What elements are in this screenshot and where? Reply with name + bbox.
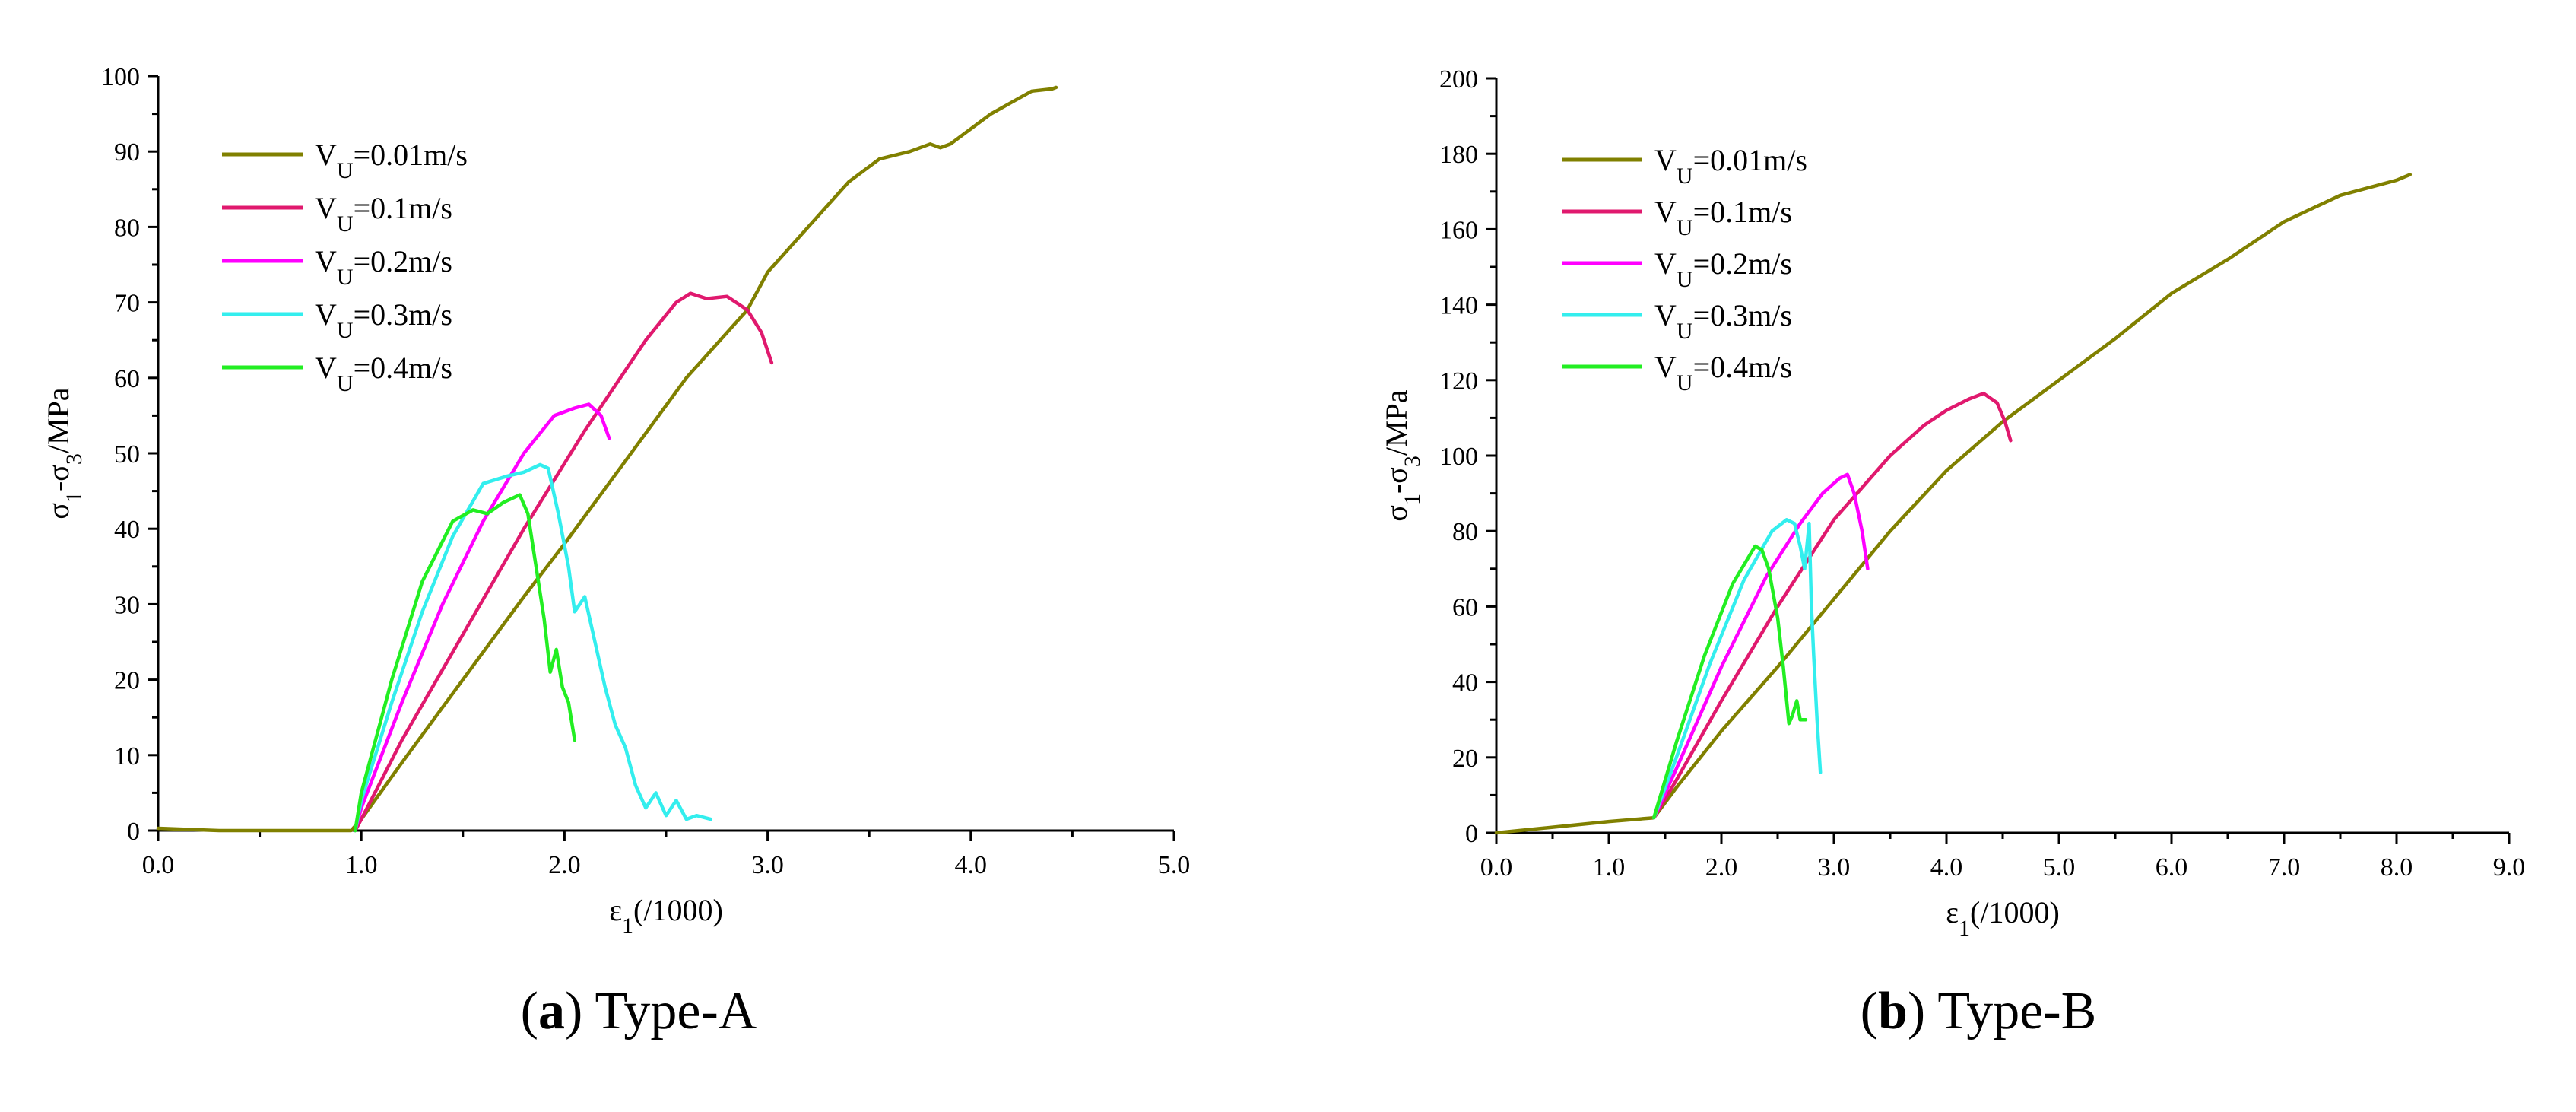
caption-type-b: (b) Type-B [1860, 982, 2097, 1041]
y-tick-label: 100 [101, 63, 140, 91]
x-tick-label: 4.0 [1930, 853, 1963, 882]
x-tick-label: 5.0 [1158, 851, 1191, 879]
y-tick-label: 60 [114, 365, 140, 393]
y-tick-label: 90 [114, 138, 140, 167]
y-axis-label: σ1-σ3/MPa [41, 387, 87, 519]
y-tick-label: 40 [1452, 669, 1478, 697]
legend-entry: VU=0.1m/s [315, 191, 452, 237]
legend-entry: VU=0.01m/s [315, 138, 468, 183]
y-tick-label: 40 [114, 516, 140, 544]
y-tick-label: 70 [114, 290, 140, 318]
y-tick-label: 120 [1439, 367, 1478, 396]
x-tick-label: 8.0 [2381, 853, 2413, 882]
x-tick-label: 1.0 [345, 851, 378, 879]
x-tick-label: 1.0 [1593, 853, 1626, 882]
y-tick-label: 60 [1452, 593, 1478, 621]
y-tick-label: 20 [114, 667, 140, 695]
y-tick-label: 100 [1439, 443, 1478, 471]
legend-entry: VU=0.4m/s [315, 351, 452, 396]
series-line-2 [353, 291, 774, 833]
legend-entry: VU=0.2m/s [1654, 246, 1792, 292]
y-tick-label: 200 [1439, 65, 1478, 94]
series-line-4 [1651, 518, 1823, 820]
y-tick-label: 80 [114, 214, 140, 242]
x-tick-label: 6.0 [2156, 853, 2188, 882]
x-tick-label: 2.0 [1705, 853, 1738, 882]
caption-label-b: b [1877, 982, 1908, 1041]
panel-type-b: 0.0 1.0 2.0 3.0 4.0 5.0 6.0 7.0 8.0 9.0 0 20 40 60 80 1… [1379, 65, 2525, 941]
y-tick-label: 0 [127, 818, 140, 846]
y-tick-label: 0 [1465, 820, 1478, 848]
series-line-4 [353, 462, 713, 833]
legend-entry: VU=0.01m/s [1654, 143, 1807, 189]
y-tick-label: 140 [1439, 292, 1478, 320]
y-tick-label: 80 [1452, 518, 1478, 546]
x-tick-label: 5.0 [2043, 853, 2076, 882]
legend-entry: VU=0.3m/s [1654, 298, 1792, 344]
x-tick-label: 2.0 [548, 851, 581, 879]
y-tick-label: 180 [1439, 141, 1478, 169]
y-axis-label: σ1-σ3/MPa [1379, 389, 1425, 521]
series-line-2 [1651, 391, 2013, 820]
series-line-5 [353, 493, 577, 833]
y-tick-label: 10 [114, 742, 140, 770]
y-tick-label: 160 [1439, 216, 1478, 244]
x-axis-label: ε1(/1000) [609, 893, 723, 939]
caption-title-b: Type-B [1937, 982, 2097, 1041]
legend-entry: VU=0.1m/s [1654, 195, 1792, 240]
caption-type-a: (a) Type-A [520, 982, 757, 1041]
caption-title-a: Type-A [595, 982, 757, 1041]
legend: VU=0.01m/s VU=0.1m/s VU=0.2m/s VU=0.3m/s VU=… [222, 138, 468, 396]
series-line-3 [353, 402, 611, 833]
legend: VU=0.01m/s VU=0.1m/s VU=0.2m/s VU=0.3m/s VU=… [1562, 143, 1807, 396]
series-line-1 [1494, 173, 2413, 835]
x-tick-label: 4.0 [955, 851, 988, 879]
x-tick-label: 3.0 [751, 851, 784, 879]
y-tick-label: 50 [114, 440, 140, 469]
caption-label-a: a [538, 982, 565, 1041]
legend-entry: VU=0.4m/s [1654, 350, 1792, 396]
x-tick-label: 0.0 [142, 851, 175, 879]
y-tick-label: 20 [1452, 745, 1478, 773]
series-line-3 [1651, 472, 1870, 820]
legend-entry: VU=0.2m/s [315, 244, 452, 290]
panel-type-a: 0.0 1.0 2.0 3.0 4.0 5.0 0 10 20 30 40 50 60 70 80 90 100… [41, 63, 1190, 939]
series-line-5 [1651, 544, 1808, 820]
x-tick-label: 9.0 [2493, 853, 2526, 882]
x-axis-label: ε1(/1000) [1946, 895, 2060, 941]
x-tick-label: 0.0 [1480, 853, 1513, 882]
series-line-1 [156, 85, 1058, 833]
legend-entry: VU=0.3m/s [315, 297, 452, 343]
y-tick-label: 30 [114, 591, 140, 619]
x-tick-label: 7.0 [2268, 853, 2301, 882]
x-tick-label: 3.0 [1818, 853, 1851, 882]
